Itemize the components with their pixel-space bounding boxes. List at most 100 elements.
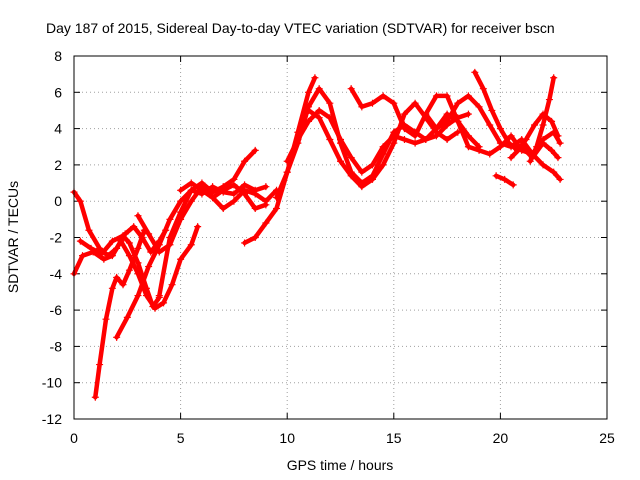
y-tick-label: 8 xyxy=(54,48,62,64)
data-point-marker xyxy=(113,273,121,281)
data-point-marker xyxy=(102,315,110,323)
data-point-marker xyxy=(528,154,536,162)
data-point-marker xyxy=(147,248,155,256)
data-point-marker xyxy=(507,154,515,162)
data-point-marker xyxy=(475,103,483,111)
data-point-marker xyxy=(262,201,270,209)
data-point-marker xyxy=(411,132,419,140)
x-tick-label: 5 xyxy=(177,430,185,446)
data-point-marker xyxy=(526,157,534,165)
data-point-marker xyxy=(177,186,185,194)
data-point-marker xyxy=(87,244,95,252)
data-point-marker xyxy=(79,252,87,260)
data-point-marker xyxy=(496,125,504,133)
data-point-marker xyxy=(379,161,387,169)
data-point-marker xyxy=(283,168,291,176)
data-point-marker xyxy=(443,117,451,125)
tick-labels: 0 5 10 15 20 25 -12 -10 -8 -6 -4 -2 0 2 4 6 8 xyxy=(42,48,615,446)
data-point-marker xyxy=(155,293,163,301)
x-tick-label: 15 xyxy=(386,430,402,446)
y-axis-label: SDTVAR / TECUs xyxy=(5,181,21,293)
data-point-marker xyxy=(556,139,564,147)
data-point-marker xyxy=(501,175,509,183)
data-point-marker xyxy=(251,146,259,154)
x-tick-label: 20 xyxy=(493,430,509,446)
y-tick-label: -12 xyxy=(42,411,62,427)
data-point-marker xyxy=(509,181,517,189)
data-point-marker xyxy=(443,92,451,100)
data-point-marker xyxy=(379,143,387,151)
data-point-marker xyxy=(305,117,313,125)
data-point-marker xyxy=(505,139,513,147)
series-track-f xyxy=(76,232,163,310)
data-point-marker xyxy=(219,186,227,194)
data-point-marker xyxy=(368,99,376,107)
data-point-marker xyxy=(230,197,238,205)
data-point-marker xyxy=(548,117,556,125)
data-point-marker xyxy=(548,146,556,154)
data-point-marker xyxy=(400,135,408,143)
data-point-marker xyxy=(145,230,153,238)
data-point-marker xyxy=(194,223,202,231)
data-point-marker xyxy=(539,161,547,169)
data-point-marker xyxy=(100,255,108,263)
data-point-marker xyxy=(187,241,195,249)
plot-frame xyxy=(73,55,608,420)
data-point-marker xyxy=(134,259,142,267)
data-point-marker xyxy=(134,292,142,300)
data-point-marker xyxy=(379,92,387,100)
data-point-marker xyxy=(177,215,185,223)
data-point-marker xyxy=(241,239,249,247)
data-point-marker xyxy=(219,204,227,212)
data-point-marker xyxy=(177,197,185,205)
data-point-marker xyxy=(187,186,195,194)
data-point-marker xyxy=(108,284,116,292)
data-point-marker xyxy=(550,168,558,176)
data-point-marker xyxy=(539,121,547,129)
data-point-marker xyxy=(251,190,259,198)
data-point-marker xyxy=(85,226,93,234)
y-tick-label: -8 xyxy=(50,338,63,354)
data-point-marker xyxy=(464,143,472,151)
data-point-marker xyxy=(315,106,323,114)
data-point-marker xyxy=(134,244,142,252)
data-point-marker xyxy=(400,125,408,133)
data-point-marker xyxy=(305,106,313,114)
data-point-marker xyxy=(160,299,168,307)
data-point-marker xyxy=(125,252,133,260)
data-point-marker xyxy=(273,194,281,202)
data-point-marker xyxy=(464,110,472,118)
data-point-marker xyxy=(305,88,313,96)
data-point-marker xyxy=(119,281,127,289)
data-point-marker xyxy=(262,219,270,227)
data-point-marker xyxy=(454,99,462,107)
data-point-marker xyxy=(130,223,138,231)
series-line xyxy=(78,233,162,309)
data-point-marker xyxy=(554,154,562,162)
data-point-marker xyxy=(471,68,479,76)
series-track-r xyxy=(507,139,562,162)
series-track-h xyxy=(177,179,270,212)
data-point-marker xyxy=(492,172,500,180)
data-point-marker xyxy=(198,186,206,194)
grid xyxy=(74,56,607,419)
data-point-marker xyxy=(119,232,127,240)
data-series xyxy=(70,68,564,401)
chart-title: Day 187 of 2015, Sidereal Day-to-day VTE… xyxy=(46,20,555,36)
data-point-marker xyxy=(337,135,344,143)
data-point-marker xyxy=(464,92,472,100)
data-point-marker xyxy=(390,99,398,107)
data-point-marker xyxy=(358,183,366,191)
series-line xyxy=(157,148,258,298)
y-tick-label: 6 xyxy=(54,84,62,100)
data-point-marker xyxy=(125,266,133,274)
data-point-marker xyxy=(91,393,99,401)
data-point-marker xyxy=(125,239,133,247)
series-line xyxy=(423,93,563,182)
data-point-marker xyxy=(486,150,494,158)
data-point-marker xyxy=(76,237,84,245)
data-point-marker xyxy=(556,175,564,183)
x-axis-label: GPS time / hours xyxy=(287,457,394,473)
data-point-marker xyxy=(123,313,131,321)
